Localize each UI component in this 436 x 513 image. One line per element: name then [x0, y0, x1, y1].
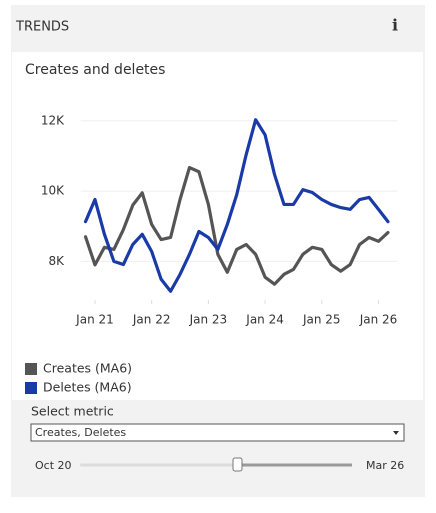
legend-label: Deletes (MA6) — [43, 380, 132, 395]
x-tick-label: Jan 23 — [189, 313, 228, 327]
panel-title: TRENDS — [15, 20, 69, 35]
series-line — [83, 118, 390, 293]
select-label: Select metric — [31, 404, 114, 419]
slider-handle[interactable] — [232, 457, 243, 472]
x-tick-label: Jan 26 — [359, 313, 398, 327]
y-tick-label: 10K — [41, 184, 65, 198]
x-tick-label: Jan 22 — [132, 313, 171, 327]
metric-dropdown[interactable] — [30, 423, 405, 442]
x-tick-label: Jan 21 — [75, 313, 114, 327]
slider-range — [238, 463, 352, 467]
legend-swatch — [25, 363, 37, 375]
x-tick-label: Jan 24 — [245, 313, 284, 327]
dropdown-arrow — [393, 431, 399, 435]
chart-title: Creates and deletes — [25, 62, 165, 78]
dropdown-value: Creates, Deletes — [35, 426, 126, 439]
slider-end-label: Mar 26 — [366, 459, 404, 472]
x-tick-label: Jan 25 — [302, 313, 341, 327]
y-tick-label: 12K — [41, 113, 65, 127]
chart-card — [12, 52, 423, 400]
info-icon[interactable]: i — [392, 16, 398, 35]
legend-label: Creates (MA6) — [43, 361, 132, 376]
series-line — [83, 165, 390, 286]
slider-start-label: Oct 20 — [35, 459, 72, 472]
plot-area: 8K 10K 12K Jan 21 Jan 22 Jan 23 Jan 24 Jan 25 Ja… — [41, 113, 398, 327]
y-tick-label: 8K — [48, 254, 65, 268]
legend-swatch — [25, 382, 37, 394]
legend: Creates (MA6) Deletes (MA6) — [25, 361, 132, 395]
